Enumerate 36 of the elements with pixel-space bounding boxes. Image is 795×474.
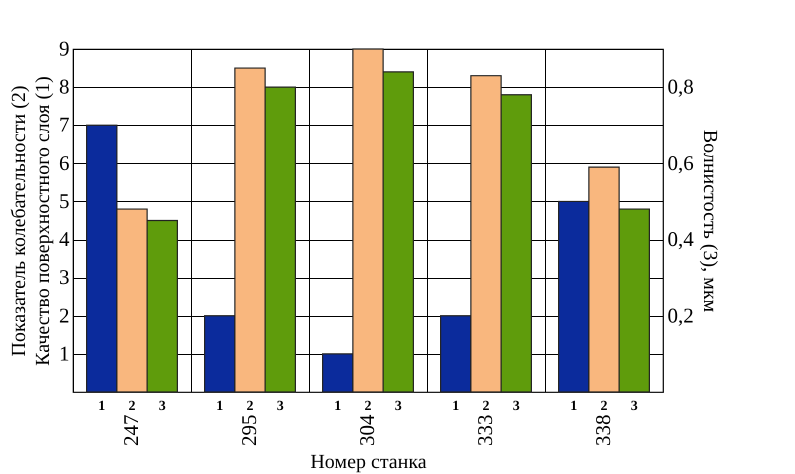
text: 1 — [334, 399, 342, 414]
x-axis-title: Номер станка — [310, 451, 427, 473]
y2-tick-label: 0,4 — [668, 227, 694, 252]
text: 1 — [216, 399, 224, 414]
x-tick-label: 295 — [237, 414, 261, 446]
y-tick-label: 7 — [59, 112, 70, 137]
series-label: 3 — [158, 399, 166, 414]
y-axis-title: Показатель колебательности (2) Качество поверхностного слоя (1) — [8, 76, 54, 366]
text: 3 — [276, 399, 284, 414]
x-tick-label: 304 — [355, 414, 379, 446]
y2-tick-label: 0,8 — [668, 74, 694, 99]
y2-axis-title: Волнистость (3), мкм — [698, 130, 721, 313]
text: 2 — [364, 399, 372, 414]
text: 3 — [512, 399, 520, 414]
y-tick-label: 9 — [59, 36, 70, 60]
y-tick-label: 6 — [59, 150, 70, 175]
series-label: 2 — [128, 399, 136, 414]
x-tick-label: 333 — [473, 414, 497, 446]
y-tick-label: 4 — [59, 227, 70, 252]
y2-tick-label: 0,6 — [668, 150, 694, 175]
series-label: 1 — [98, 399, 106, 414]
text: 2 — [482, 399, 490, 414]
y-tick-label: 8 — [59, 74, 70, 99]
y-tick-label: 1 — [59, 341, 70, 366]
text: 2 — [600, 399, 608, 414]
text: 1 — [452, 399, 460, 414]
text: 2 — [246, 399, 254, 414]
x-tick-label: 338 — [591, 414, 615, 446]
y-tick-label: 5 — [59, 188, 70, 213]
y-tick-label: 3 — [59, 265, 70, 290]
x-tick-label: 247 — [119, 414, 143, 446]
y2-tick-label: 0,2 — [668, 303, 694, 328]
text: 1 — [570, 399, 578, 414]
text: 3 — [394, 399, 402, 414]
y-tick-label: 2 — [59, 303, 70, 328]
text: 3 — [630, 399, 638, 414]
